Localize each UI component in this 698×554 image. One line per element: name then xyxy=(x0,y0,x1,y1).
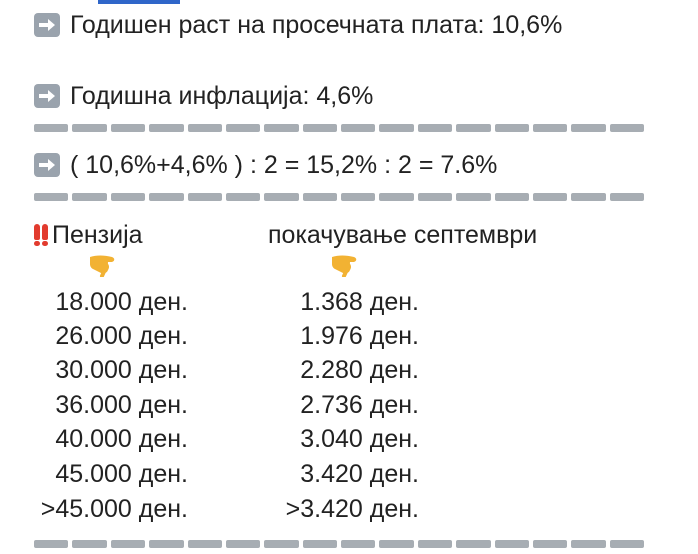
pension-amount: >45.000 ден. xyxy=(40,495,188,523)
dash-segment xyxy=(34,124,69,132)
dash-segment xyxy=(341,193,376,201)
dash-segment xyxy=(149,124,184,132)
dash-segment xyxy=(417,193,453,201)
dash-segment xyxy=(571,124,606,132)
growth-line: Годишен раст на просечната плата: 10,6% xyxy=(34,10,562,40)
dash-segment xyxy=(532,540,568,548)
dash-segment xyxy=(456,540,491,548)
dash-segment xyxy=(72,540,107,548)
dash-segment xyxy=(456,124,491,132)
dash-segment xyxy=(302,540,337,548)
dash-segment xyxy=(609,540,644,548)
dash-segment xyxy=(72,193,107,201)
right-arrow-icon xyxy=(34,84,60,108)
dash-segment xyxy=(379,540,414,548)
formula-text: ( 10,6%+4,6% ) : 2 = 15,2% : 2 = 7.6% xyxy=(70,151,498,179)
dash-segment xyxy=(149,540,184,548)
pointing-hand-icon xyxy=(90,255,115,277)
increase-amount: 3.420 ден. xyxy=(300,460,419,488)
growth-text: Годишен раст на просечната плата: 10,6% xyxy=(70,11,563,39)
dash-segment xyxy=(379,124,414,132)
dash-segment xyxy=(187,540,222,548)
pointing-hand-icon xyxy=(332,255,357,277)
dash-segment xyxy=(72,124,107,132)
increase-amount: 1.976 ден. xyxy=(300,322,419,350)
divider xyxy=(34,124,644,132)
dash-segment xyxy=(494,540,529,548)
pension-header: Пензија xyxy=(34,220,143,250)
dash-segment xyxy=(379,193,414,201)
dash-segment xyxy=(417,540,453,548)
dash-segment xyxy=(417,124,453,132)
dash-segment xyxy=(225,540,261,548)
dash-segment xyxy=(187,193,222,201)
inflation-line: Годишна инфлација: 4,6% xyxy=(34,81,373,111)
dash-segment xyxy=(225,193,261,201)
dash-segment xyxy=(187,124,222,132)
increase-header-label: покачување септември xyxy=(268,221,538,249)
pension-amount: 45.000 ден. xyxy=(55,460,188,488)
divider xyxy=(34,193,644,201)
increase-amount: 3.040 ден. xyxy=(300,425,419,453)
dash-segment xyxy=(609,124,644,132)
dash-segment xyxy=(609,193,644,201)
dash-segment xyxy=(225,124,261,132)
double-exclamation-icon xyxy=(34,224,48,246)
dash-segment xyxy=(34,193,69,201)
dash-segment xyxy=(532,193,568,201)
dash-segment xyxy=(149,193,184,201)
dash-segment xyxy=(341,124,376,132)
dash-segment xyxy=(34,540,69,548)
inflation-text: Годишна инфлација: 4,6% xyxy=(70,82,374,110)
pension-amount: 36.000 ден. xyxy=(55,391,188,419)
right-arrow-icon xyxy=(34,13,60,37)
pension-amount: 30.000 ден. xyxy=(55,356,188,384)
pension-amount: 18.000 ден. xyxy=(55,288,188,316)
dash-segment xyxy=(264,540,299,548)
formula-line: ( 10,6%+4,6% ) : 2 = 15,2% : 2 = 7.6% xyxy=(34,150,497,180)
pension-amount: 26.000 ден. xyxy=(55,322,188,350)
pension-amount: 40.000 ден. xyxy=(55,425,188,453)
dash-segment xyxy=(532,124,568,132)
dash-segment xyxy=(264,193,299,201)
dash-segment xyxy=(302,124,337,132)
right-arrow-icon xyxy=(34,153,60,177)
increase-amount: >3.420 ден. xyxy=(285,495,419,523)
dash-segment xyxy=(494,193,529,201)
increase-amount: 1.368 ден. xyxy=(300,288,419,316)
dash-segment xyxy=(456,193,491,201)
increase-amount: 2.736 ден. xyxy=(300,391,419,419)
divider xyxy=(34,540,644,548)
dash-segment xyxy=(110,124,146,132)
top-accent-bar xyxy=(98,0,180,4)
pension-header-label: Пензија xyxy=(52,221,143,249)
increase-amount: 2.280 ден. xyxy=(300,356,419,384)
dash-segment xyxy=(302,193,337,201)
dash-segment xyxy=(110,540,146,548)
dash-segment xyxy=(110,193,146,201)
dash-segment xyxy=(571,540,606,548)
dash-segment xyxy=(494,124,529,132)
dash-segment xyxy=(341,540,376,548)
dash-segment xyxy=(264,124,299,132)
dash-segment xyxy=(571,193,606,201)
